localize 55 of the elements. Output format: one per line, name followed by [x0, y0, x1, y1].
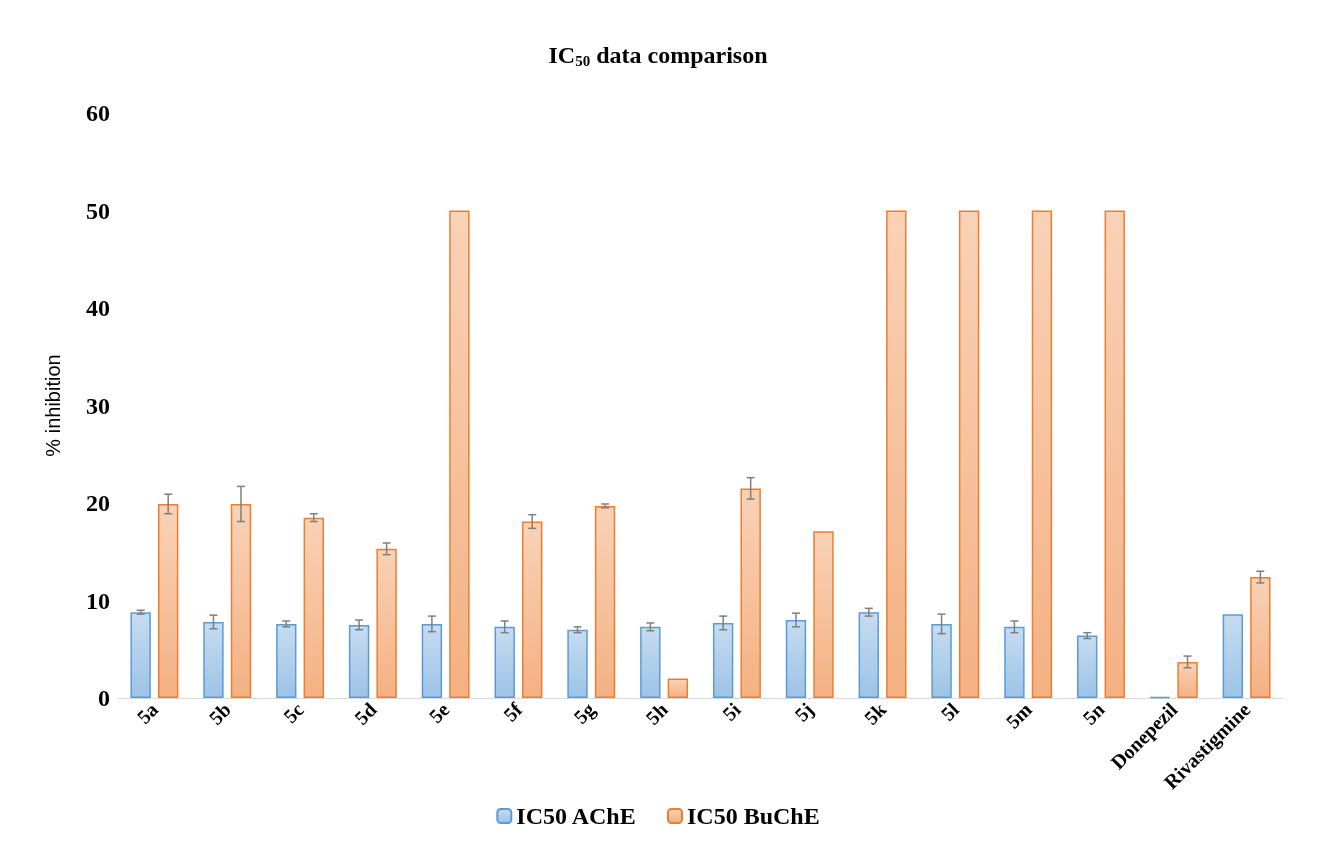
bar [449, 210, 470, 698]
y-tick-label: 10 [86, 587, 110, 614]
legend-label: IC50 BuChE [686, 803, 820, 829]
bar [813, 531, 834, 698]
bar [958, 210, 980, 698]
bar [785, 620, 807, 698]
y-tick-label: 0 [98, 685, 110, 711]
bar [376, 548, 397, 698]
bar [494, 626, 515, 698]
x-tick-label: 5f [498, 697, 527, 726]
x-tick-label: 5n [1078, 698, 1109, 729]
bar [522, 521, 543, 698]
x-tick-label: 5d [350, 698, 381, 729]
bar [594, 505, 616, 698]
bar [567, 629, 588, 698]
bar [1250, 577, 1271, 698]
bar [421, 623, 443, 698]
bar [886, 210, 907, 698]
bar [130, 612, 151, 698]
bar [667, 678, 689, 698]
bar [1031, 210, 1053, 698]
y-axis-title: % inhibition [42, 354, 64, 457]
bar [1104, 210, 1125, 698]
y-tick-label: 20 [86, 490, 110, 516]
x-tick-label: 5l [936, 697, 964, 725]
x-tick-label: 5i [718, 697, 745, 725]
x-tick-label: 5k [859, 697, 891, 729]
x-tick-label: 5j [790, 698, 819, 727]
bar [1077, 635, 1098, 698]
bar [712, 622, 734, 698]
bar [1177, 661, 1198, 698]
bar [230, 503, 252, 698]
bar [931, 623, 952, 698]
x-tick-label: 5a [132, 698, 163, 728]
bar [348, 624, 370, 698]
x-tick-label: 5c [278, 698, 308, 728]
bar [1222, 614, 1244, 698]
y-tick-label: 60 [86, 100, 110, 126]
x-tick-label: 5b [204, 698, 235, 729]
y-tick-label: 40 [86, 295, 110, 321]
y-tick-label: 50 [86, 197, 110, 224]
bar [203, 621, 224, 698]
bar [276, 623, 297, 698]
y-tick-label: 30 [86, 392, 110, 419]
bar [1004, 626, 1025, 698]
bar [157, 503, 179, 698]
x-tick-label: 5m [1001, 697, 1037, 733]
legend-label: IC50 AChE [516, 803, 636, 829]
x-tick-label: 5e [424, 698, 454, 728]
x-tick-label: 5g [569, 698, 600, 729]
bar [858, 612, 879, 698]
bar [740, 488, 761, 698]
bar [640, 626, 661, 698]
bar [303, 517, 324, 698]
x-tick-label: 5h [641, 698, 672, 729]
